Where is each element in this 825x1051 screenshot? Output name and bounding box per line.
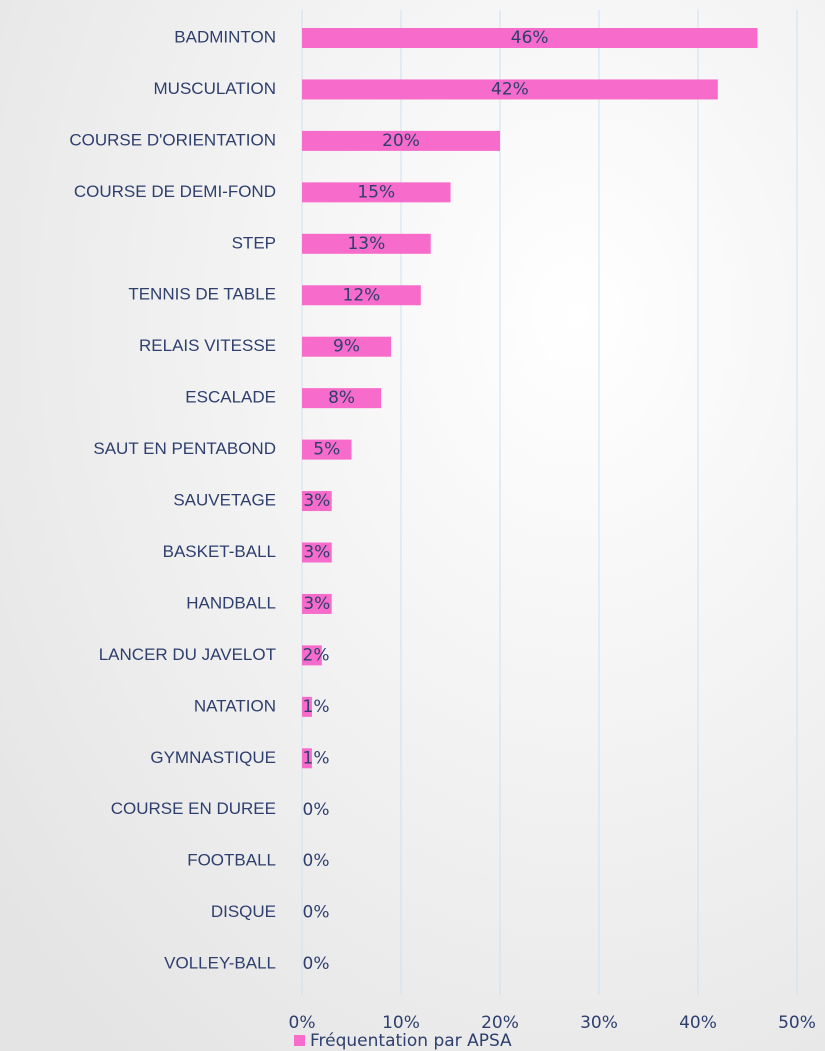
x-tick-label: 10% [382, 1013, 420, 1033]
data-label: 0% [303, 954, 330, 974]
data-label: 1% [303, 697, 330, 717]
category-label: COURSE D'ORIENTATION [69, 130, 276, 149]
data-label: 15% [357, 182, 395, 202]
bar [302, 491, 332, 512]
category-label: BASKET-BALL [163, 542, 276, 561]
data-label: 3% [303, 594, 330, 614]
data-label: 0% [303, 903, 330, 923]
legend-label: Fréquentation par APSA [310, 1031, 512, 1051]
data-label: 3% [303, 491, 330, 511]
bar [302, 542, 332, 563]
category-label: MUSCULATION [154, 79, 276, 98]
bar [302, 388, 382, 409]
bar [302, 439, 352, 460]
data-label: 8% [328, 388, 355, 408]
bar [302, 336, 392, 357]
bar [302, 645, 322, 666]
bar [302, 696, 312, 717]
bar [302, 285, 421, 306]
data-label: 3% [303, 543, 330, 563]
bar [302, 79, 718, 100]
category-label: FOOTBALL [187, 851, 276, 870]
category-label: LANCER DU JAVELOT [99, 645, 276, 664]
category-label: STEP [232, 233, 276, 252]
data-label: 20% [382, 131, 420, 151]
category-label: TENNIS DE TABLE [128, 285, 276, 304]
bar [302, 28, 758, 48]
category-label: RELAIS VITESSE [139, 336, 276, 355]
category-label: GYMNASTIQUE [150, 748, 276, 767]
bar [302, 593, 332, 614]
category-label: HANDBALL [186, 593, 276, 612]
category-label: SAUT EN PENTABOND [93, 439, 276, 458]
category-label: BADMINTON [174, 27, 276, 46]
category-label: COURSE DE DEMI-FOND [74, 182, 276, 201]
bar [302, 182, 451, 203]
data-label: 0% [303, 800, 330, 820]
bar [302, 130, 500, 151]
data-label: 46% [511, 28, 549, 48]
x-tick-label: 0% [289, 1013, 316, 1033]
x-tick-label: 40% [679, 1013, 717, 1033]
category-label: NATATION [194, 696, 276, 715]
legend-swatch [294, 1035, 305, 1046]
category-label: SAUVETAGE [173, 491, 276, 510]
data-label: 42% [491, 79, 529, 99]
data-label: 9% [333, 337, 360, 357]
data-label: 12% [343, 285, 381, 305]
x-tick-label: 30% [580, 1013, 618, 1033]
category-label: COURSE EN DUREE [111, 799, 276, 818]
category-label: DISQUE [211, 902, 276, 921]
data-label: 5% [313, 440, 340, 460]
data-label: 0% [303, 851, 330, 871]
data-label: 13% [347, 234, 385, 254]
data-label: 1% [303, 748, 330, 768]
bar [302, 748, 312, 769]
category-label: VOLLEY-BALL [164, 954, 276, 973]
data-label: 2% [303, 645, 330, 665]
x-tick-label: 20% [481, 1013, 519, 1033]
x-tick-label: 50% [778, 1013, 816, 1033]
bar [302, 233, 431, 254]
category-label: ESCALADE [185, 388, 276, 407]
